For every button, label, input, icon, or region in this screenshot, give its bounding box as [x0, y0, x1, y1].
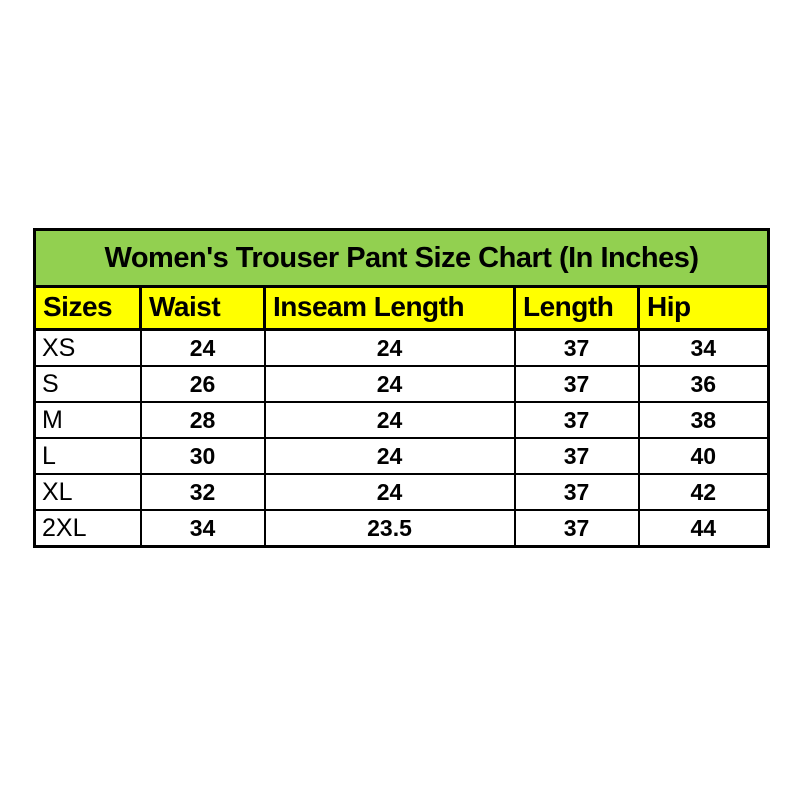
- inseam-length-cell: 24: [263, 473, 516, 511]
- size-cell: L: [33, 437, 142, 475]
- col-header-hip: Hip: [636, 285, 771, 331]
- size-cell: S: [33, 365, 142, 403]
- inseam-length-cell: 24: [263, 365, 516, 403]
- length-cell: 37: [513, 473, 640, 511]
- waist-cell: 34: [139, 509, 266, 548]
- table-row: L 30 24 37 40: [33, 437, 770, 475]
- table-row: S 26 24 37 36: [33, 365, 770, 403]
- table-row: XL 32 24 37 42: [33, 473, 770, 511]
- inseam-length-cell: 24: [263, 328, 516, 367]
- length-cell: 37: [513, 328, 640, 367]
- title-row: Women's Trouser Pant Size Chart (In Inch…: [33, 228, 770, 288]
- table-row: XS 24 24 37 34: [33, 328, 770, 367]
- hip-cell: 34: [637, 328, 770, 367]
- length-cell: 37: [513, 365, 640, 403]
- waist-cell: 24: [139, 328, 266, 367]
- chart-title: Women's Trouser Pant Size Chart (In Inch…: [33, 228, 770, 288]
- col-header-inseam-length: Inseam Length: [263, 285, 516, 331]
- waist-cell: 32: [139, 473, 266, 511]
- waist-cell: 30: [139, 437, 266, 475]
- length-cell: 37: [513, 437, 640, 475]
- header-row: Sizes Waist Inseam Length Length Hip: [33, 285, 771, 331]
- inseam-length-cell: 24: [263, 437, 516, 475]
- size-cell: XL: [33, 473, 142, 511]
- table-row: 2XL 34 23.5 37 44: [33, 509, 770, 548]
- table-row: M 28 24 37 38: [33, 401, 770, 439]
- hip-cell: 40: [637, 437, 770, 475]
- size-cell: 2XL: [33, 509, 142, 548]
- size-cell: M: [33, 401, 142, 439]
- hip-cell: 36: [637, 365, 770, 403]
- hip-cell: 44: [637, 509, 770, 548]
- hip-cell: 42: [637, 473, 770, 511]
- size-cell: XS: [33, 328, 142, 367]
- inseam-length-cell: 23.5: [263, 509, 516, 548]
- size-chart-table: Women's Trouser Pant Size Chart (In Inch…: [33, 228, 771, 548]
- length-cell: 37: [513, 401, 640, 439]
- waist-cell: 28: [139, 401, 266, 439]
- inseam-length-cell: 24: [263, 401, 516, 439]
- col-header-waist: Waist: [139, 285, 266, 331]
- hip-cell: 38: [637, 401, 770, 439]
- length-cell: 37: [513, 509, 640, 548]
- col-header-sizes: Sizes: [33, 285, 142, 331]
- waist-cell: 26: [139, 365, 266, 403]
- col-header-length: Length: [513, 285, 640, 331]
